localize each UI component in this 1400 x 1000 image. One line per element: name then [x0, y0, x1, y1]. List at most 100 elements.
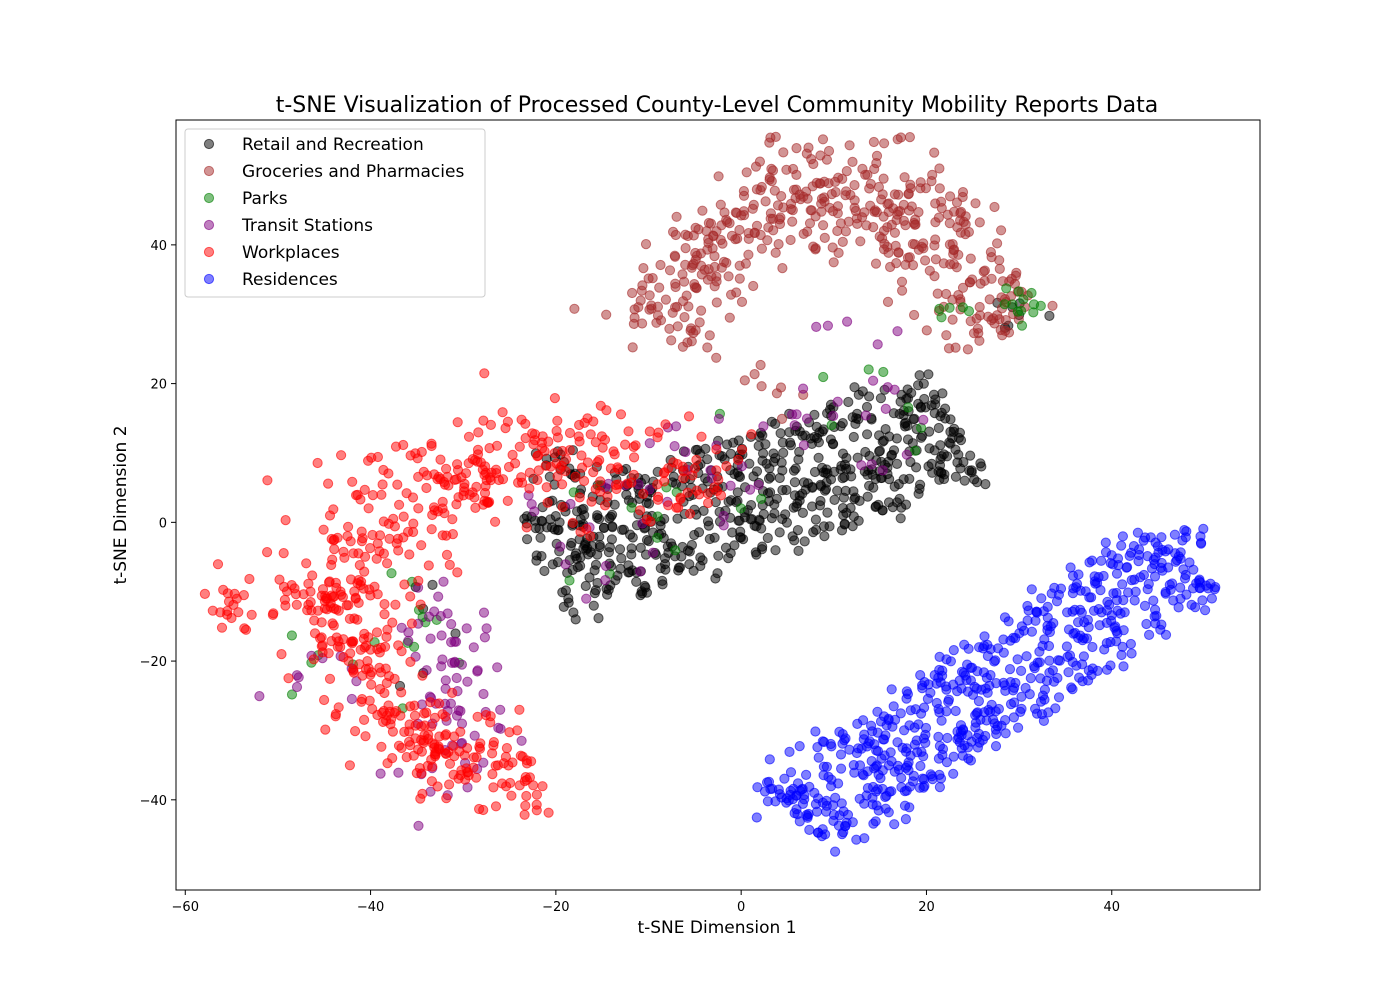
data-point: [823, 771, 834, 783]
data-point: [834, 726, 845, 738]
legend-marker: [203, 246, 215, 258]
data-point: [344, 613, 355, 625]
data-point: [675, 492, 686, 503]
data-point: [990, 655, 1001, 666]
data-point: [850, 205, 861, 217]
data-point: [359, 566, 370, 577]
data-point: [421, 482, 432, 494]
data-point: [762, 235, 773, 246]
data-point: [893, 247, 904, 258]
data-point: [588, 467, 599, 478]
data-point: [365, 543, 376, 554]
data-point: [404, 549, 415, 560]
data-point: [828, 257, 839, 268]
data-point: [1195, 531, 1206, 542]
data-point: [784, 427, 795, 438]
data-point: [290, 589, 302, 600]
data-point: [755, 229, 766, 241]
data-point: [832, 396, 843, 407]
data-point: [885, 747, 896, 758]
data-point: [882, 296, 894, 307]
data-point: [840, 190, 851, 201]
data-point: [585, 429, 596, 440]
data-point: [1111, 568, 1123, 579]
data-point: [506, 790, 517, 801]
data-point: [379, 599, 390, 610]
data-point: [459, 482, 470, 493]
data-point: [918, 414, 929, 425]
data-point: [547, 559, 558, 570]
data-point: [700, 443, 711, 454]
data-point: [1123, 587, 1134, 598]
data-point: [789, 535, 800, 546]
data-point: [897, 285, 908, 296]
data-point: [702, 342, 713, 353]
data-point: [853, 515, 864, 526]
data-point: [684, 508, 696, 519]
data-point: [1117, 579, 1128, 590]
data-point: [1042, 601, 1053, 613]
data-point: [1126, 648, 1137, 659]
x-axis-label: t-SNE Dimension 1: [637, 918, 796, 938]
data-point: [862, 429, 873, 440]
data-point: [1119, 607, 1130, 618]
data-point: [943, 694, 955, 705]
data-point: [519, 809, 530, 820]
data-point: [972, 323, 984, 334]
data-point: [1135, 572, 1146, 583]
data-point: [1009, 682, 1020, 693]
data-point: [592, 510, 603, 521]
data-point: [878, 173, 889, 184]
data-point: [512, 725, 523, 736]
y-tick-label: 40: [150, 239, 167, 254]
data-point: [920, 255, 931, 266]
data-point: [725, 480, 736, 491]
data-point: [1150, 618, 1161, 629]
data-point: [691, 485, 702, 496]
data-point: [539, 565, 550, 577]
data-point: [670, 545, 681, 556]
data-point: [609, 499, 620, 510]
data-point: [329, 544, 340, 555]
data-point: [963, 753, 974, 764]
data-point: [660, 419, 671, 430]
data-point: [1001, 283, 1012, 294]
data-point: [787, 409, 798, 420]
data-point: [679, 276, 690, 287]
data-point: [826, 420, 837, 431]
data-point: [447, 687, 458, 699]
data-point: [557, 501, 568, 513]
series-5: [751, 523, 1221, 857]
data-point: [679, 312, 690, 323]
data-point: [405, 450, 416, 461]
data-point: [474, 743, 486, 754]
data-point: [438, 576, 449, 587]
data-point: [1116, 540, 1127, 551]
data-point: [920, 722, 932, 734]
data-point: [396, 742, 407, 754]
data-point: [703, 217, 715, 229]
data-point: [1037, 640, 1048, 652]
data-point: [807, 181, 818, 192]
data-point: [880, 424, 891, 435]
data-point: [635, 566, 646, 577]
data-point: [320, 724, 331, 735]
data-point: [658, 468, 670, 479]
data-point: [918, 243, 929, 254]
data-point: [442, 608, 453, 619]
data-point: [502, 416, 513, 427]
data-point: [1005, 699, 1017, 710]
data-point: [560, 559, 571, 570]
data-point: [471, 752, 482, 763]
data-point: [896, 772, 907, 784]
data-point: [383, 700, 394, 711]
data-point: [770, 545, 781, 556]
data-point: [323, 577, 335, 588]
data-point: [953, 432, 964, 443]
data-point: [880, 403, 891, 414]
data-point: [899, 172, 910, 183]
data-point: [874, 445, 886, 456]
data-point: [739, 375, 750, 386]
data-point: [721, 461, 732, 472]
data-point: [426, 754, 437, 765]
